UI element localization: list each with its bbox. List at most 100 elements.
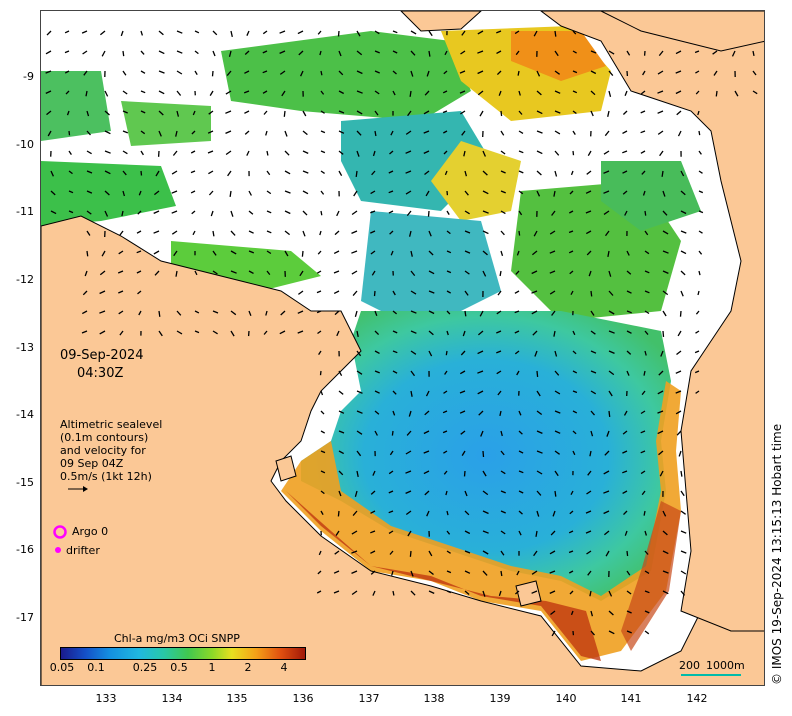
velocity-arrow: [514, 590, 520, 595]
velocity-arrow: [572, 50, 577, 54]
velocity-arrow: [608, 410, 611, 417]
velocity-arrow: [392, 30, 398, 34]
velocity-arrow: [622, 150, 628, 154]
velocity-arrow: [122, 130, 129, 134]
velocity-arrow: [550, 610, 556, 616]
velocity-arrow: [518, 130, 524, 134]
velocity-arrow: [428, 230, 432, 237]
velocity-arrow: [586, 550, 592, 555]
velocity-arrow: [477, 330, 484, 336]
velocity-arrow: [410, 270, 416, 277]
lon-tick: 137: [358, 692, 380, 705]
velocity-arrow: [572, 130, 576, 135]
velocity-arrow: [680, 470, 683, 477]
velocity-arrow: [518, 170, 524, 174]
velocity-arrow: [374, 50, 380, 54]
velocity-arrow: [423, 450, 430, 454]
velocity-arrow: [338, 150, 344, 155]
velocity-arrow: [443, 450, 448, 454]
lat-tick: -13: [16, 341, 34, 354]
velocity-arrow: [388, 170, 394, 174]
velocity-arrow: [443, 470, 448, 475]
velocity-arrow: [374, 350, 380, 354]
map-canvas[interactable]: [40, 10, 765, 686]
velocity-arrow: [603, 470, 610, 475]
velocity-arrow: [140, 30, 144, 36]
velocity-arrow: [657, 410, 664, 414]
velocity-arrow: [317, 250, 322, 255]
velocity-arrow: [352, 510, 358, 517]
velocity-arrow: [101, 50, 106, 57]
velocity-arrow: [47, 130, 52, 137]
velocity-arrow: [622, 450, 628, 454]
velocity-arrow: [280, 310, 286, 316]
velocity-arrow: [658, 450, 664, 456]
velocity-arrow: [570, 170, 574, 176]
velocity-arrow: [68, 170, 73, 175]
velocity-arrow: [443, 390, 448, 394]
velocity-arrow: [425, 390, 430, 397]
velocity-arrow: [194, 70, 198, 76]
velocity-arrow: [356, 130, 362, 136]
gulf-coastal-bloom: [281, 381, 681, 661]
velocity-arrow: [482, 230, 489, 235]
velocity-arrow: [590, 70, 597, 75]
velocity-arrow: [554, 470, 559, 477]
velocity-arrow: [590, 110, 594, 117]
velocity-arrow: [536, 190, 541, 197]
velocity-arrow: [136, 250, 142, 254]
velocity-arrow: [536, 170, 542, 176]
velocity-arrow: [626, 290, 632, 294]
velocity-arrow: [644, 230, 649, 236]
velocity-arrow: [338, 450, 345, 455]
velocity-arrow: [207, 130, 214, 134]
velocity-arrow: [608, 70, 614, 77]
velocity-arrow: [388, 470, 394, 475]
velocity-arrow: [137, 210, 142, 215]
velocity-arrow: [374, 30, 380, 35]
argo-label: Argo 0: [72, 525, 109, 538]
velocity-arrow: [464, 570, 471, 574]
velocity-arrow: [446, 590, 452, 594]
velocity-arrow: [679, 310, 682, 317]
velocity-arrow: [176, 90, 182, 96]
velocity-arrow: [459, 410, 466, 414]
velocity-arrow: [554, 410, 561, 414]
velocity-arrow: [477, 350, 484, 355]
velocity-arrow: [478, 410, 484, 416]
velocity-arrow: [354, 310, 358, 317]
velocity-arrow: [265, 130, 268, 136]
velocity-arrow: [356, 150, 360, 157]
velocity-arrow: [194, 310, 200, 314]
velocity-arrow: [353, 190, 358, 197]
velocity-arrow: [373, 290, 376, 297]
velocity-arrow: [212, 310, 219, 314]
velocity-arrow: [446, 290, 452, 294]
velocity-arrow: [158, 50, 165, 55]
velocity-arrow: [392, 50, 398, 54]
velocity-arrow: [570, 290, 574, 296]
velocity-arrow: [86, 210, 92, 215]
velocity-arrow: [500, 490, 506, 494]
velocity-arrow: [531, 290, 538, 294]
velocity-arrow: [243, 90, 250, 94]
velocity-arrow: [536, 150, 543, 155]
velocity-arrow: [410, 250, 413, 257]
lon-tick: 134: [161, 692, 183, 705]
drifter-label: drifter: [66, 544, 100, 557]
velocity-arrow: [405, 470, 412, 474]
velocity-arrow: [356, 110, 363, 115]
lon-tick: 140: [555, 692, 577, 705]
velocity-arrow: [662, 510, 667, 517]
velocity-arrow: [230, 270, 237, 274]
velocity-arrow: [140, 130, 146, 135]
velocity-arrow: [211, 70, 214, 77]
velocity-arrow: [225, 130, 232, 134]
velocity-arrow: [428, 350, 433, 357]
velocity-arrow: [569, 270, 574, 275]
velocity-arrow: [208, 110, 214, 115]
velocity-arrow: [424, 90, 430, 96]
velocity-arrow: [171, 190, 178, 194]
velocity-arrow: [514, 310, 520, 314]
velocity-arrow: [626, 610, 632, 614]
